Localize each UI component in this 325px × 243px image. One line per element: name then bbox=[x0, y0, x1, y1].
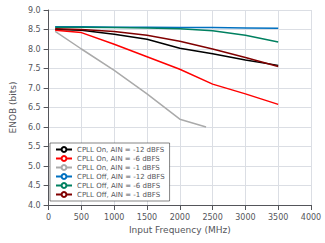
svg-text:0: 0 bbox=[46, 213, 51, 222]
svg-text:CPLL On, AIN = -6 dBFS: CPLL On, AIN = -6 dBFS bbox=[77, 155, 160, 163]
svg-text:500: 500 bbox=[74, 213, 89, 222]
svg-text:7.5: 7.5 bbox=[28, 64, 41, 73]
svg-text:ENOB (bits): ENOB (bits) bbox=[8, 82, 18, 134]
svg-text:5.0: 5.0 bbox=[28, 162, 41, 171]
svg-text:1500: 1500 bbox=[137, 213, 157, 222]
svg-text:2000: 2000 bbox=[170, 213, 190, 222]
svg-text:8.0: 8.0 bbox=[28, 45, 41, 54]
svg-text:4000: 4000 bbox=[301, 213, 321, 222]
svg-text:CPLL Off, AIN = -12 dBFS: CPLL Off, AIN = -12 dBFS bbox=[77, 173, 165, 181]
svg-text:1000: 1000 bbox=[104, 213, 124, 222]
svg-text:4.5: 4.5 bbox=[28, 181, 41, 190]
svg-text:5.5: 5.5 bbox=[28, 142, 41, 151]
svg-text:8.5: 8.5 bbox=[28, 25, 41, 34]
svg-text:CPLL On, AIN = -12 dBFS: CPLL On, AIN = -12 dBFS bbox=[77, 146, 165, 154]
svg-text:2500: 2500 bbox=[202, 213, 222, 222]
svg-text:6.0: 6.0 bbox=[28, 123, 41, 132]
svg-text:3500: 3500 bbox=[268, 213, 288, 222]
svg-text:CPLL Off, AIN = -1 dBFS: CPLL Off, AIN = -1 dBFS bbox=[77, 191, 161, 199]
svg-text:4.0: 4.0 bbox=[28, 201, 41, 210]
svg-text:Input Frequency (MHz): Input Frequency (MHz) bbox=[129, 225, 231, 235]
svg-text:CPLL On, AIN = -1 dBFS: CPLL On, AIN = -1 dBFS bbox=[77, 164, 160, 172]
svg-text:CPLL Off, AIN = -6 dBFS: CPLL Off, AIN = -6 dBFS bbox=[77, 182, 161, 190]
svg-text:6.5: 6.5 bbox=[28, 103, 41, 112]
svg-text:3000: 3000 bbox=[235, 213, 255, 222]
svg-text:7.0: 7.0 bbox=[28, 84, 41, 93]
svg-text:9.0: 9.0 bbox=[28, 6, 41, 15]
